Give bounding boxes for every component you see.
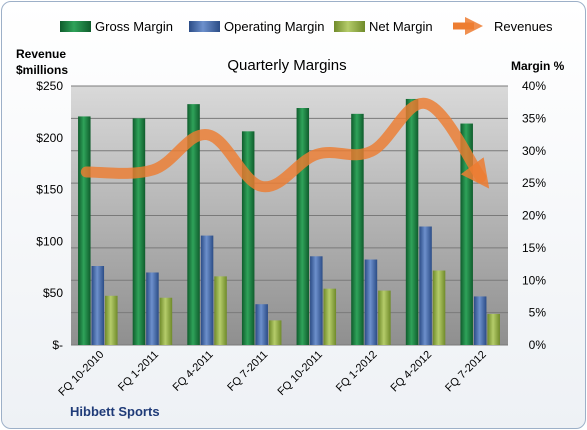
net-margin-bar	[432, 270, 446, 345]
legend-label-net-margin: Net Margin	[369, 19, 433, 34]
legend-label-gross-margin: Gross Margin	[95, 19, 173, 34]
gross-margin-bar	[405, 98, 419, 345]
legend-item-operating-margin: Operating Margin	[189, 19, 324, 34]
net-margin-bar	[105, 295, 118, 345]
net-margin-bar	[323, 288, 337, 345]
gross-margin-bar	[296, 108, 310, 345]
right-axis-tick-label: 15%	[522, 241, 546, 255]
chart-title: Quarterly Margins	[227, 57, 346, 74]
net-margin-bar	[378, 290, 391, 345]
legend-swatch-gross-margin	[60, 21, 91, 32]
left-axis-tick-label: $250	[36, 79, 63, 93]
right-axis-ticks: 0% 5% 10% 15% 20% 25% 30% 35% 40%	[522, 79, 546, 352]
legend-swatch-net-margin	[334, 21, 365, 32]
legend-label-revenues: Revenues	[494, 19, 553, 34]
left-axis-title-line1: Revenue	[16, 47, 66, 61]
x-axis-ticks: FQ 10-2010 FQ 1-2011 FQ 4-2011 FQ 7-2011 FQ …	[56, 349, 488, 399]
gross-margin-bar	[78, 116, 91, 346]
right-axis-tick-label: 35%	[522, 111, 546, 125]
x-axis-tick-label: FQ 4-2011	[171, 349, 216, 394]
right-axis-tick-label: 20%	[522, 209, 546, 223]
operating-margin-bar	[255, 304, 268, 345]
right-axis-tick-label: 0%	[529, 338, 547, 352]
x-axis-tick-label: FQ 10-2010	[56, 349, 106, 399]
x-axis-tick-label: FQ 10-2011	[276, 349, 325, 398]
right-axis-tick-label: 30%	[522, 144, 546, 158]
operating-margin-bar	[419, 226, 432, 345]
gross-margin-bar	[351, 113, 364, 345]
net-margin-bar	[268, 320, 282, 345]
right-axis-tick-label: 10%	[522, 273, 546, 287]
right-axis-tick-label: 40%	[522, 79, 546, 93]
operating-margin-bar	[364, 259, 378, 345]
x-axis-tick-label: FQ 1-2011	[116, 349, 161, 394]
legend-swatch-operating-margin	[189, 21, 220, 32]
operating-margin-bar	[310, 256, 323, 345]
net-margin-bar	[214, 276, 227, 345]
footer-company-name: Hibbett Sports	[70, 404, 160, 419]
operating-margin-bar	[200, 235, 214, 345]
left-axis-tick-label: $200	[36, 131, 63, 145]
net-margin-bar	[159, 297, 173, 345]
revenue-line	[80, 98, 490, 193]
left-axis-tick-label: $100	[36, 234, 63, 248]
left-axis-ticks: $- $50 $100 $150 $200 $250	[36, 79, 63, 352]
right-axis-tick-label: 25%	[522, 176, 546, 190]
legend-item-revenues: Revenues	[453, 16, 553, 36]
right-axis-tick-label: 5%	[529, 306, 547, 320]
operating-margin-bar	[146, 272, 159, 345]
x-axis-tick-label: FQ 1-2012	[334, 349, 380, 395]
left-axis-title-line2: $millions	[16, 63, 68, 77]
right-axis-title: Margin %	[511, 59, 565, 73]
net-margin-bar	[487, 313, 500, 345]
x-axis-tick-label: FQ 7-2011	[225, 349, 270, 394]
x-axis-tick-label: FQ 7-2012	[443, 349, 489, 395]
operating-margin-bar	[91, 266, 105, 345]
x-axis-tick-label: FQ 4-2012	[389, 349, 435, 395]
legend-label-operating-margin: Operating Margin	[224, 19, 324, 34]
left-axis-tick-label: $-	[52, 338, 63, 352]
revenues-series-line	[80, 98, 490, 193]
legend-item-gross-margin: Gross Margin	[60, 19, 173, 34]
legend-item-net-margin: Net Margin	[334, 19, 433, 34]
operating-margin-bar	[473, 296, 487, 345]
left-axis-tick-label: $150	[36, 183, 63, 197]
left-axis-tick-label: $50	[43, 286, 63, 300]
legend: Gross Margin Operating Margin Net Margin…	[60, 16, 553, 36]
gross-margin-bar	[132, 118, 146, 345]
gross-margin-bar	[187, 104, 200, 345]
